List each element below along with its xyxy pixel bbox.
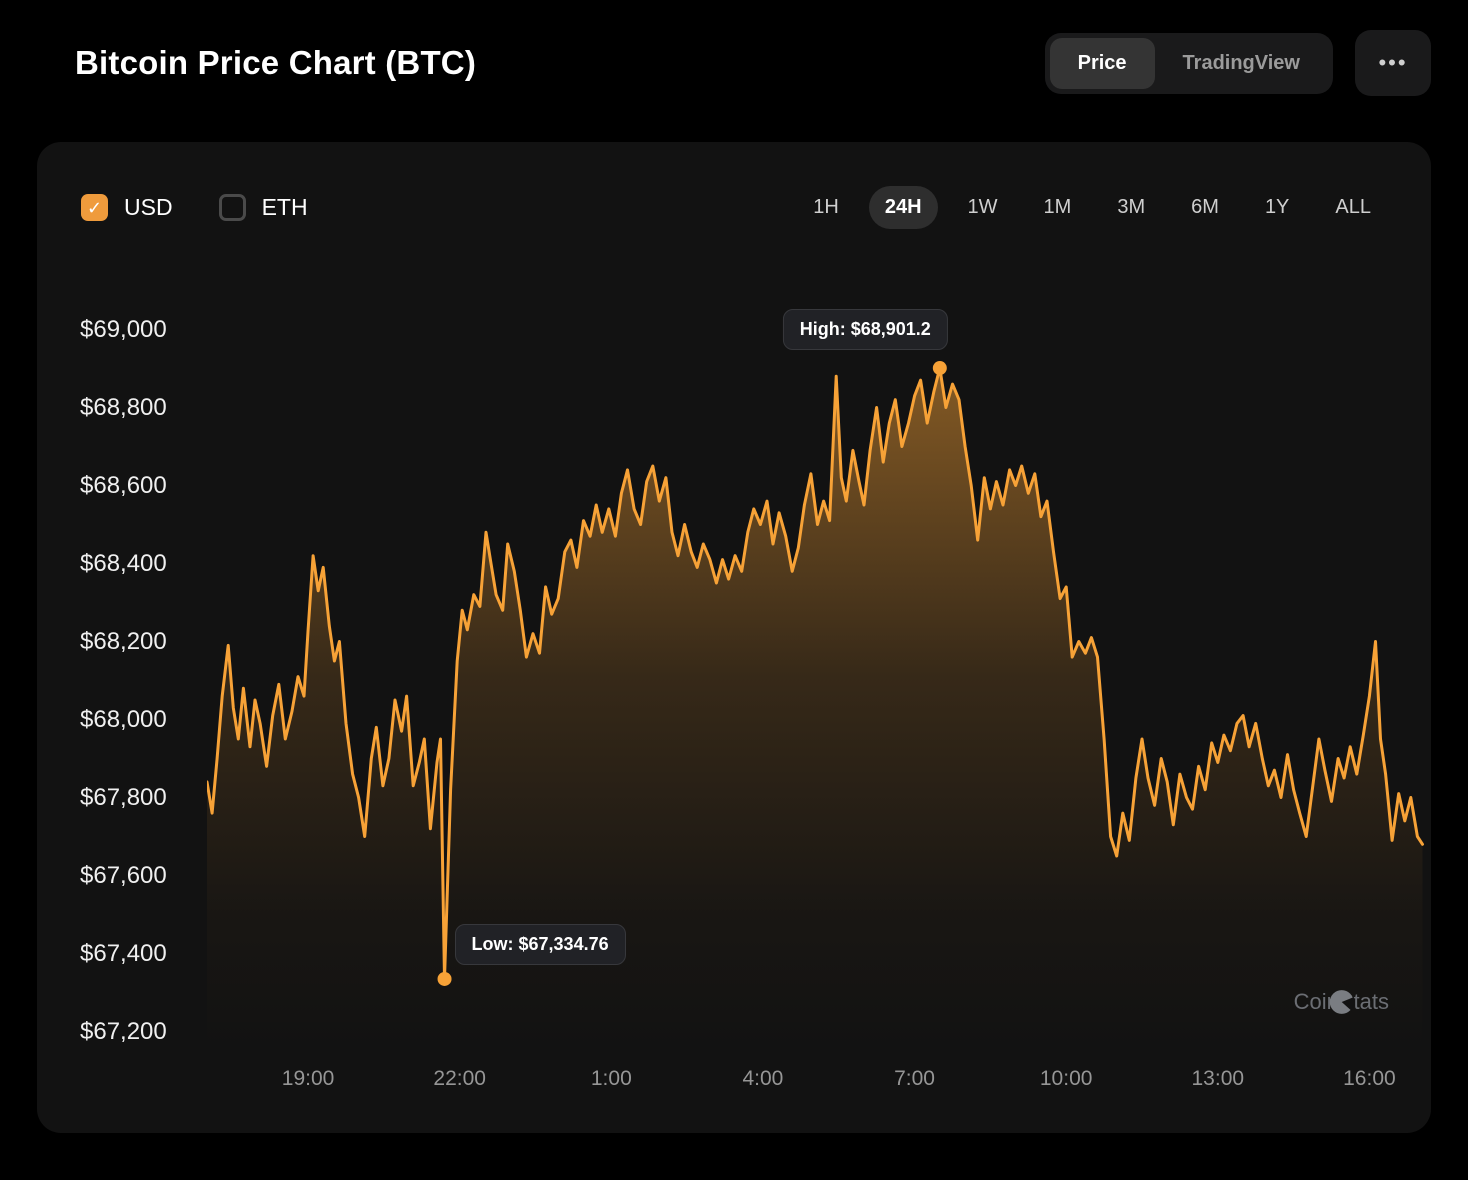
y-axis-label: $67,200 bbox=[80, 1017, 167, 1045]
price-line bbox=[207, 366, 1424, 981]
y-axis-label: $67,400 bbox=[80, 939, 167, 967]
page: Bitcoin Price Chart (BTC) Price TradingV… bbox=[37, 0, 1431, 1133]
currency-label: ETH bbox=[261, 194, 308, 220]
range-group: 1H 24H 1W 1M 3M 6M 1Y ALL bbox=[797, 186, 1387, 229]
range-1m[interactable]: 1M bbox=[1028, 186, 1088, 229]
ellipsis-icon: ••• bbox=[1378, 50, 1408, 75]
y-axis-label: $68,800 bbox=[80, 393, 167, 421]
x-axis: 19:00 22:00 1:00 4:00 7:00 10:00 13:00 16:00 bbox=[207, 1051, 1425, 1107]
price-chart-svg bbox=[207, 361, 1424, 1051]
watermark: CoinStats bbox=[1294, 989, 1389, 1015]
y-axis-label: $67,600 bbox=[80, 861, 167, 889]
low-tooltip: Low: $67,334.76 bbox=[454, 923, 626, 965]
range-24h[interactable]: 24H bbox=[868, 186, 938, 229]
x-axis-label: 4:00 bbox=[742, 1067, 784, 1090]
plot-area: High: $68,901.2 Low: $67,334.76 CoinStat… bbox=[207, 271, 1425, 1051]
currency-label: USD bbox=[124, 194, 173, 220]
x-axis-label: 7:00 bbox=[894, 1067, 935, 1090]
x-axis-label: 22:00 bbox=[433, 1067, 486, 1090]
currency-toggles: ✓ USD ETH bbox=[81, 194, 308, 221]
y-axis-label: $69,000 bbox=[80, 315, 167, 343]
unchecked-checkbox-icon bbox=[218, 194, 246, 221]
header-actions: Price TradingView ••• bbox=[1044, 30, 1431, 96]
low-marker bbox=[437, 971, 452, 986]
tab-price[interactable]: Price bbox=[1049, 37, 1155, 89]
y-axis-label: $68,600 bbox=[80, 471, 167, 499]
y-axis-label: $68,200 bbox=[80, 627, 167, 655]
tab-tradingview[interactable]: TradingView bbox=[1155, 38, 1328, 89]
view-tab-group: Price TradingView bbox=[1044, 32, 1333, 94]
page-title: Bitcoin Price Chart (BTC) bbox=[75, 44, 477, 81]
y-axis: $69,000 $68,800 $68,600 $68,400 $68,200 $68,0… bbox=[37, 271, 207, 1051]
range-1h[interactable]: 1H bbox=[797, 186, 855, 229]
more-options-button[interactable]: ••• bbox=[1355, 30, 1431, 96]
high-marker bbox=[932, 361, 947, 376]
y-axis-label: $67,800 bbox=[80, 783, 167, 811]
range-1w[interactable]: 1W bbox=[952, 186, 1014, 229]
y-axis-label: $68,400 bbox=[80, 549, 167, 577]
high-tooltip: High: $68,901.2 bbox=[782, 309, 948, 351]
range-1y[interactable]: 1Y bbox=[1249, 186, 1305, 229]
x-axis-label: 13:00 bbox=[1191, 1067, 1245, 1090]
x-axis-label: 19:00 bbox=[281, 1067, 335, 1090]
chart-area: $69,000 $68,800 $68,600 $68,400 $68,200 $68,0… bbox=[37, 271, 1431, 1107]
range-3m[interactable]: 3M bbox=[1101, 186, 1161, 229]
x-axis-label: 10:00 bbox=[1039, 1067, 1093, 1090]
area-fill bbox=[207, 368, 1423, 1051]
x-axis-label: 16:00 bbox=[1343, 1067, 1396, 1090]
range-6m[interactable]: 6M bbox=[1175, 186, 1235, 229]
range-all[interactable]: ALL bbox=[1319, 186, 1387, 229]
y-axis-label: $68,000 bbox=[80, 705, 167, 733]
coinstats-logo-icon bbox=[1329, 990, 1355, 1014]
chart-controls: ✓ USD ETH 1H 24H 1W 1M 3M 6M 1Y ALL bbox=[37, 186, 1431, 229]
x-axis-label: 1:00 bbox=[590, 1067, 632, 1090]
checked-checkbox-icon: ✓ bbox=[81, 194, 108, 221]
chart-card: ✓ USD ETH 1H 24H 1W 1M 3M 6M 1Y ALL $69,000 $68,80… bbox=[37, 142, 1431, 1133]
currency-toggle-usd[interactable]: ✓ USD bbox=[81, 194, 173, 221]
header: Bitcoin Price Chart (BTC) Price TradingV… bbox=[37, 0, 1431, 96]
currency-toggle-eth[interactable]: ETH bbox=[218, 194, 308, 221]
check-icon: ✓ bbox=[86, 197, 103, 218]
